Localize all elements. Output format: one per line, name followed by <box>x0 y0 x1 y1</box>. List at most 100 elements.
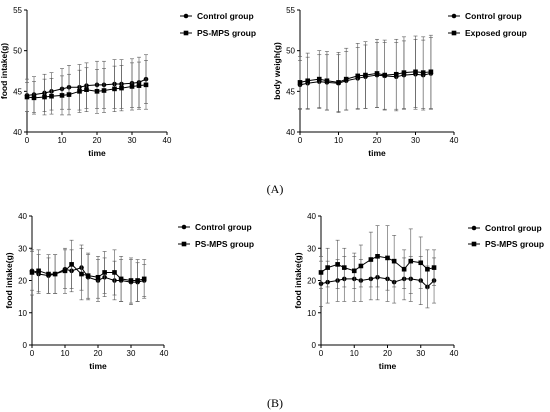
x-tick-label: 40 <box>163 136 172 145</box>
data-point <box>143 82 149 88</box>
y-tick-label: 45 <box>13 87 22 96</box>
legend: Control group PS-MPS group <box>180 11 256 38</box>
data-point <box>351 268 357 274</box>
legend-label: PS-MPS group <box>197 28 256 38</box>
x-axis-title: time <box>88 148 106 158</box>
legend-label: Control group <box>485 223 542 233</box>
data-point <box>36 268 41 274</box>
legend-marker-square <box>181 241 187 247</box>
data-point <box>102 270 107 275</box>
legend: Control group PS-MPS group <box>468 223 544 249</box>
data-point <box>431 265 437 270</box>
data-point <box>94 89 100 94</box>
data-point <box>59 93 65 98</box>
y-tick-label: 20 <box>18 277 27 286</box>
y-axis-title: food intake(g) <box>293 252 303 308</box>
chart-1: 0 10 20 30 40 40 45 50 55 time food intake(g) Contr… <box>0 6 256 158</box>
y-tick-label: 50 <box>13 47 22 56</box>
data-point <box>325 265 330 270</box>
legend: Control group PS-MPS group <box>178 222 254 249</box>
x-tick-label: 40 <box>450 136 459 145</box>
data-point <box>119 85 124 91</box>
data-point <box>84 87 89 93</box>
data-point <box>31 95 37 101</box>
y-axis-title: body weigh(g) <box>272 42 282 100</box>
x-tick-label: 20 <box>383 349 392 358</box>
data-point <box>129 84 135 89</box>
y-tick-label: 45 <box>286 87 295 96</box>
data-point <box>42 94 47 100</box>
data-point <box>77 89 82 94</box>
series-2 <box>29 239 147 304</box>
data-point <box>363 72 368 78</box>
data-point <box>49 93 54 99</box>
legend-marker-circle <box>471 225 477 231</box>
data-point <box>118 276 124 282</box>
x-tick-label: 10 <box>61 349 70 358</box>
x-tick-label: 10 <box>350 349 359 358</box>
legend-label: PS-MPS group <box>195 239 254 249</box>
legend-marker-circle <box>451 13 457 19</box>
legend-label: Control group <box>195 222 252 232</box>
row-label-a: (A) <box>267 182 284 196</box>
data-point <box>69 262 74 267</box>
series-2 <box>24 60 149 116</box>
data-point <box>52 271 58 277</box>
y-tick-label: 30 <box>18 244 27 253</box>
y-axis-title: food intake(g) <box>4 252 14 308</box>
x-tick-label: 30 <box>416 349 425 358</box>
data-point <box>46 271 51 277</box>
data-point <box>305 78 310 84</box>
legend-marker-square <box>451 30 457 36</box>
y-tick-label: 40 <box>13 128 22 137</box>
data-point <box>136 83 142 88</box>
data-point <box>401 70 407 75</box>
data-point <box>343 76 349 82</box>
x-tick-label: 0 <box>25 136 30 145</box>
data-point <box>420 70 426 75</box>
y-tick-label: 20 <box>307 277 316 286</box>
data-point <box>85 273 91 278</box>
x-tick-label: 20 <box>94 349 103 358</box>
x-axis-title: time <box>379 361 397 371</box>
data-point <box>335 262 340 267</box>
data-point <box>336 80 341 85</box>
y-tick-label: 40 <box>307 212 316 221</box>
x-axis-title: time <box>368 148 386 158</box>
y-tick-label: 30 <box>307 244 316 253</box>
y-tick-label: 10 <box>18 309 27 318</box>
y-tick-label: 0 <box>312 341 317 350</box>
data-point <box>324 78 330 84</box>
data-point <box>425 266 430 272</box>
legend-marker-circle <box>183 13 189 19</box>
chart-3: 0 10 20 30 40 0 10 20 30 40 time food intake(g) Cont… <box>4 212 254 371</box>
x-tick-label: 40 <box>450 349 459 358</box>
data-point <box>135 278 140 283</box>
chart-4: 0 10 20 30 40 0 10 20 30 40 time food intake(g) Cont… <box>293 212 544 371</box>
x-tick-label: 0 <box>30 349 35 358</box>
x-tick-label: 30 <box>127 349 136 358</box>
data-point <box>141 276 147 282</box>
data-point <box>418 260 424 266</box>
data-point <box>101 88 107 93</box>
x-tick-label: 30 <box>411 136 420 145</box>
data-point <box>382 72 387 78</box>
row-label-b: (B) <box>267 396 283 410</box>
data-point <box>393 71 399 77</box>
data-point <box>375 254 380 259</box>
y-tick-label: 40 <box>286 128 295 137</box>
data-point <box>112 86 117 92</box>
data-point <box>128 278 134 283</box>
x-axis-title: time <box>89 361 107 371</box>
y-tick-label: 55 <box>286 6 295 15</box>
legend: Control group Exposed group <box>448 11 527 38</box>
series-2 <box>318 225 437 294</box>
series-2 <box>297 34 434 113</box>
data-point <box>368 257 374 262</box>
x-tick-label: 30 <box>128 136 137 145</box>
y-tick-label: 40 <box>18 212 27 221</box>
y-tick-label: 50 <box>286 47 295 56</box>
y-tick-label: 10 <box>307 309 316 318</box>
legend-marker-square <box>183 30 189 36</box>
